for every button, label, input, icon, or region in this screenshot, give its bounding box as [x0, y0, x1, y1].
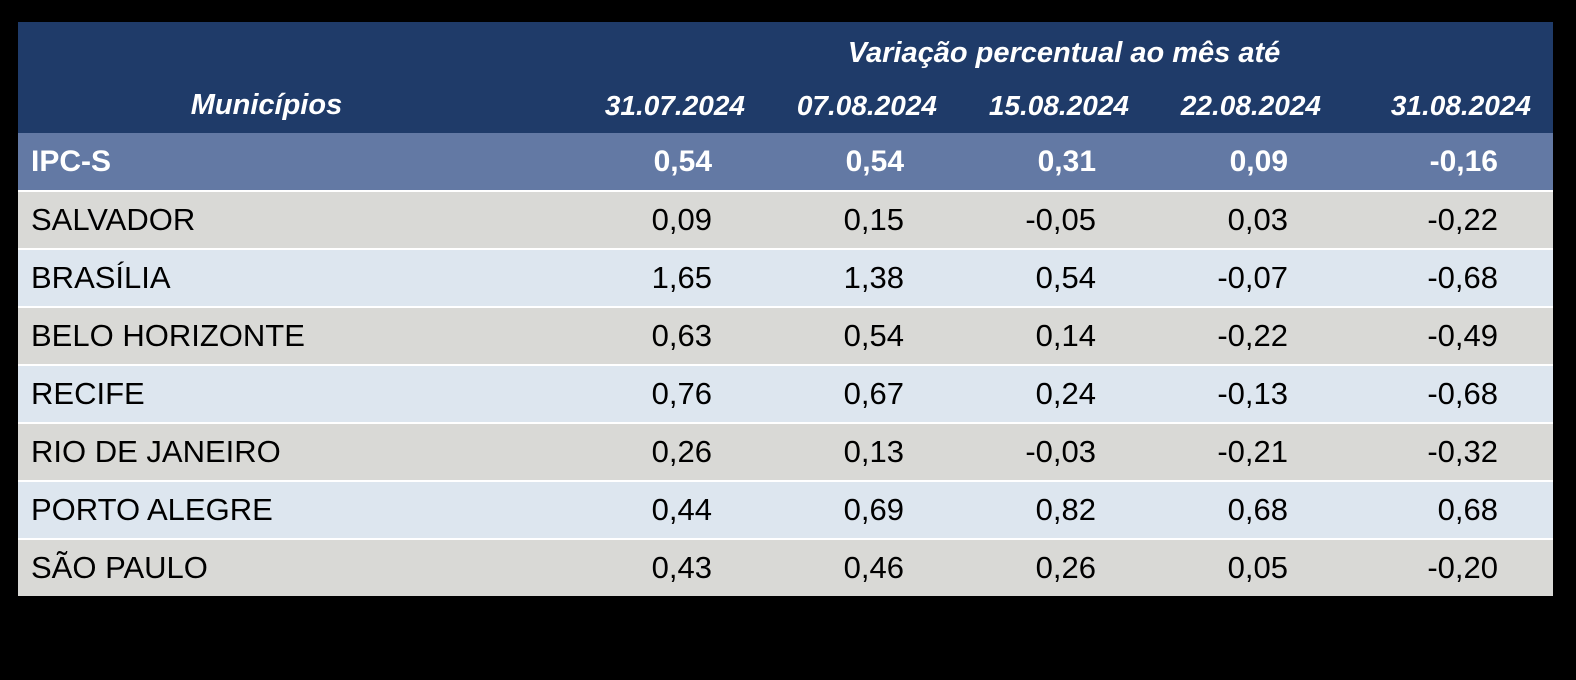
column-header-date-5: 31.08.2024 [1390, 89, 1531, 121]
value-cell-4: 0,68 [1227, 492, 1288, 527]
municipality-name: RECIFE [31, 376, 145, 411]
table-row: RECIFE 0,76 0,67 0,24 -0,13 -0,68 [18, 364, 1553, 422]
ipcs-row-label: IPC-S [31, 144, 112, 178]
table-row: BRASÍLIA 1,65 1,38 0,54 -0,07 -0,68 [18, 248, 1553, 306]
value-cell-4: -0,22 [1217, 318, 1288, 353]
value-cell-2: 1,38 [843, 260, 904, 295]
value-cell-3: 0,14 [1035, 318, 1096, 353]
municipality-name: BELO HORIZONTE [31, 318, 305, 353]
value-cell-1: 0,26 [651, 434, 712, 469]
value-cell-4: -0,07 [1217, 260, 1288, 295]
value-cell-2: 0,69 [843, 492, 904, 527]
value-cell-3: -0,03 [1025, 434, 1096, 469]
municipality-name: BRASÍLIA [31, 260, 171, 295]
column-header-municipios: Municípios [190, 89, 343, 121]
table-header-title-row: Variação percentual ao mês até [18, 22, 1553, 78]
value-cell-3: 0,54 [1035, 260, 1096, 295]
value-cell-5: -0,22 [1427, 202, 1498, 237]
value-cell-1: 0,09 [651, 202, 712, 237]
value-cell-2: 0,15 [843, 202, 904, 237]
value-cell-5: -0,20 [1427, 550, 1498, 585]
table-row: SÃO PAULO 0,43 0,46 0,26 0,05 -0,20 [18, 538, 1553, 596]
table-row: PORTO ALEGRE 0,44 0,69 0,82 0,68 0,68 [18, 480, 1553, 538]
municipality-name: SALVADOR [31, 202, 196, 237]
table-header-columns-row: Municípios 31.07.2024 07.08.2024 15.08.2… [18, 78, 1553, 133]
municipality-name: SÃO PAULO [31, 550, 208, 585]
column-header-date-3: 15.08.2024 [988, 89, 1129, 121]
ipcs-value-4: 0,09 [1229, 144, 1288, 178]
value-cell-3: 0,24 [1035, 376, 1096, 411]
value-cell-1: 0,44 [651, 492, 712, 527]
value-cell-3: -0,05 [1025, 202, 1096, 237]
ipcs-value-3: 0,31 [1037, 144, 1096, 178]
municipality-name: PORTO ALEGRE [31, 492, 273, 527]
ipcs-table: Variação percentual ao mês até Município… [18, 22, 1553, 596]
value-cell-4: -0,21 [1217, 434, 1288, 469]
value-cell-5: -0,49 [1427, 318, 1498, 353]
value-cell-4: 0,03 [1227, 202, 1288, 237]
value-cell-1: 0,63 [651, 318, 712, 353]
table-body: SALVADOR 0,09 0,15 -0,05 0,03 -0,22 BRAS… [18, 190, 1553, 596]
table-row: SALVADOR 0,09 0,15 -0,05 0,03 -0,22 [18, 190, 1553, 248]
value-cell-1: 0,76 [651, 376, 712, 411]
value-cell-5: -0,68 [1427, 260, 1498, 295]
value-cell-2: 0,67 [843, 376, 904, 411]
municipality-name: RIO DE JANEIRO [31, 434, 281, 469]
table-title: Variação percentual ao mês até [847, 36, 1281, 69]
value-cell-2: 0,54 [843, 318, 904, 353]
value-cell-3: 0,82 [1035, 492, 1096, 527]
value-cell-2: 0,46 [843, 550, 904, 585]
column-header-date-1: 31.07.2024 [604, 89, 745, 121]
table-row-ipcs: IPC-S 0,54 0,54 0,31 0,09 -0,16 [18, 133, 1553, 190]
value-cell-5: -0,68 [1427, 376, 1498, 411]
value-cell-2: 0,13 [843, 434, 904, 469]
column-header-date-2: 07.08.2024 [796, 89, 937, 121]
column-header-date-4: 22.08.2024 [1180, 89, 1321, 121]
value-cell-4: 0,05 [1227, 550, 1288, 585]
value-cell-4: -0,13 [1217, 376, 1288, 411]
table-row: RIO DE JANEIRO 0,26 0,13 -0,03 -0,21 -0,… [18, 422, 1553, 480]
value-cell-3: 0,26 [1035, 550, 1096, 585]
ipcs-value-1: 0,54 [653, 144, 712, 178]
ipcs-value-5: -0,16 [1429, 144, 1498, 178]
value-cell-1: 1,65 [651, 260, 712, 295]
value-cell-1: 0,43 [651, 550, 712, 585]
value-cell-5: 0,68 [1437, 492, 1498, 527]
value-cell-5: -0,32 [1427, 434, 1498, 469]
ipcs-value-2: 0,54 [845, 144, 904, 178]
table-row: BELO HORIZONTE 0,63 0,54 0,14 -0,22 -0,4… [18, 306, 1553, 364]
